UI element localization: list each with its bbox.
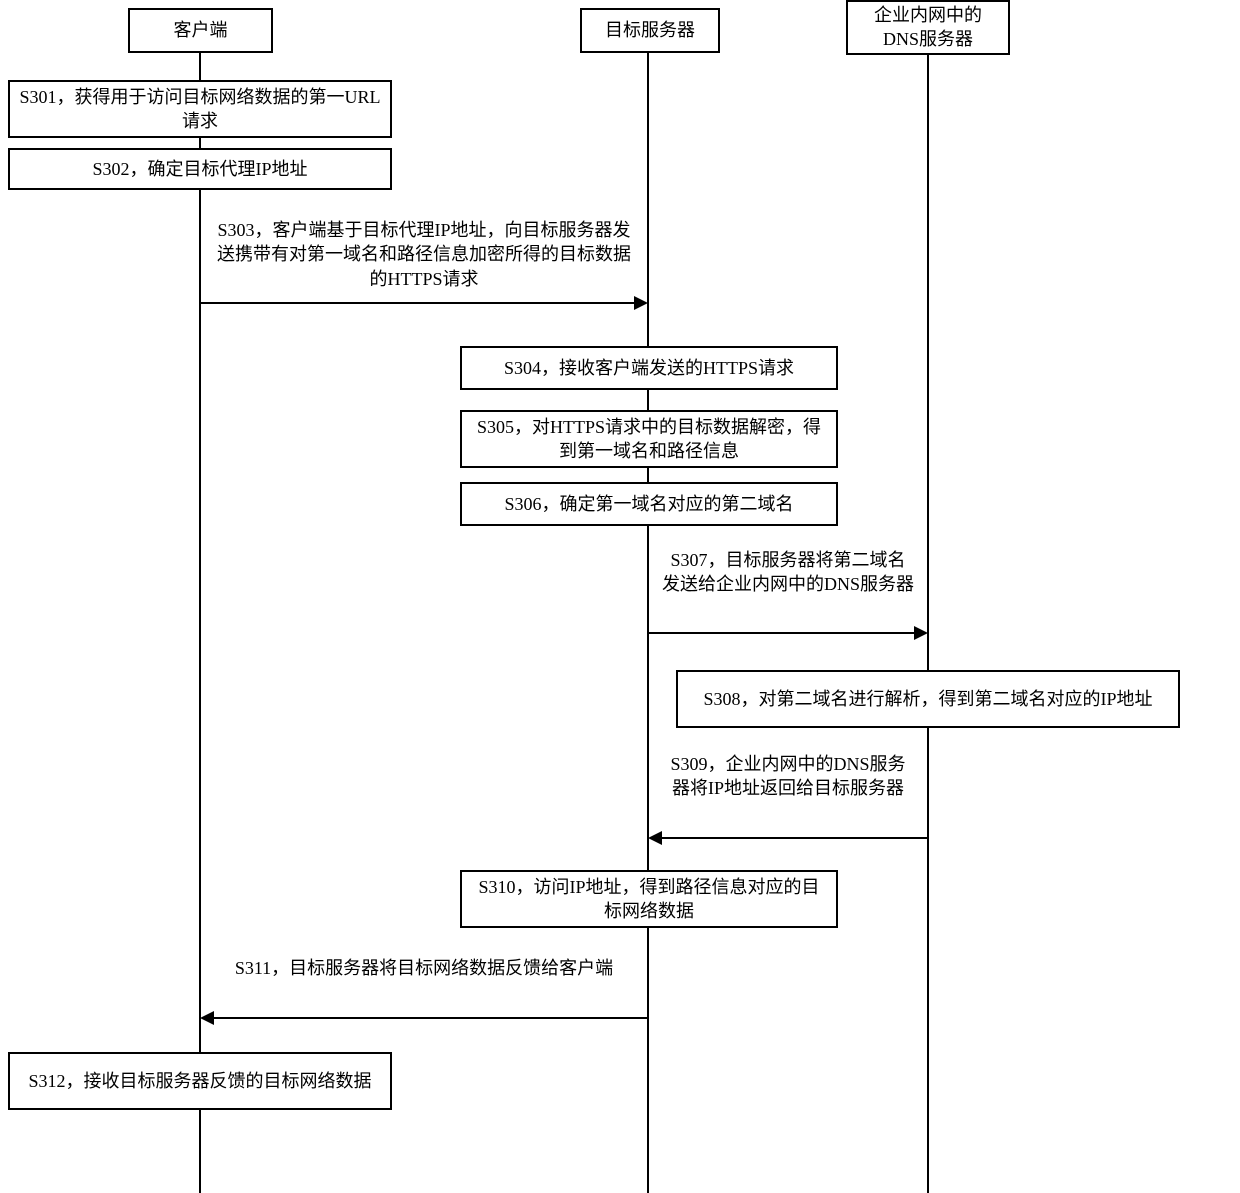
step-s304: S304，接收客户端发送的HTTPS请求 [460, 346, 838, 390]
step-s310-text: S310，访问IP地址，得到路径信息对应的目标网络数据 [470, 875, 828, 924]
step-s301: S301，获得用于访问目标网络数据的第一URL请求 [8, 80, 392, 138]
msg-s303-text: S303，客户端基于目标代理IP地址，向目标服务器发送携带有对第一域名和路径信息… [217, 220, 631, 289]
actor-dns: 企业内网中的 DNS服务器 [846, 0, 1010, 55]
msg-s307-label: S307，目标服务器将第二域名发送给企业内网中的DNS服务器 [662, 548, 914, 597]
step-s308-text: S308，对第二域名进行解析，得到第二域名对应的IP地址 [703, 687, 1152, 711]
step-s306-text: S306，确定第一域名对应的第二域名 [504, 492, 793, 516]
lifeline-server [647, 53, 649, 1193]
msg-s309-text: S309，企业内网中的DNS服务器将IP地址返回给目标服务器 [670, 754, 905, 798]
arrow-s309-head [648, 831, 662, 845]
step-s302-text: S302，确定目标代理IP地址 [92, 157, 307, 181]
arrow-s309 [661, 837, 927, 839]
msg-s311-text: S311，目标服务器将目标网络数据反馈给客户端 [235, 958, 613, 978]
step-s301-text: S301，获得用于访问目标网络数据的第一URL请求 [18, 85, 382, 134]
arrow-s303-head [634, 296, 648, 310]
actor-server-label: 目标服务器 [605, 19, 695, 42]
msg-s303-label: S303，客户端基于目标代理IP地址，向目标服务器发送携带有对第一域名和路径信息… [214, 218, 634, 291]
lifeline-dns [927, 55, 929, 1193]
step-s305: S305，对HTTPS请求中的目标数据解密，得到第一域名和路径信息 [460, 410, 838, 468]
arrow-s307-head [914, 626, 928, 640]
actor-dns-label: 企业内网中的 DNS服务器 [874, 4, 982, 51]
arrow-s303 [201, 302, 635, 304]
step-s306: S306，确定第一域名对应的第二域名 [460, 482, 838, 526]
arrow-s307 [649, 632, 915, 634]
arrow-s311-head [200, 1011, 214, 1025]
step-s312: S312，接收目标服务器反馈的目标网络数据 [8, 1052, 392, 1110]
actor-client: 客户端 [128, 8, 273, 53]
step-s310: S310，访问IP地址，得到路径信息对应的目标网络数据 [460, 870, 838, 928]
step-s302: S302，确定目标代理IP地址 [8, 148, 392, 190]
step-s305-text: S305，对HTTPS请求中的目标数据解密，得到第一域名和路径信息 [470, 415, 828, 464]
actor-server: 目标服务器 [580, 8, 720, 53]
step-s304-text: S304，接收客户端发送的HTTPS请求 [504, 356, 794, 380]
msg-s311-label: S311，目标服务器将目标网络数据反馈给客户端 [226, 956, 622, 980]
arrow-s311 [213, 1017, 647, 1019]
step-s308: S308，对第二域名进行解析，得到第二域名对应的IP地址 [676, 670, 1180, 728]
step-s312-text: S312，接收目标服务器反馈的目标网络数据 [28, 1069, 371, 1093]
msg-s307-text: S307，目标服务器将第二域名发送给企业内网中的DNS服务器 [662, 550, 914, 594]
msg-s309-label: S309，企业内网中的DNS服务器将IP地址返回给目标服务器 [662, 752, 914, 801]
actor-client-label: 客户端 [174, 19, 228, 42]
